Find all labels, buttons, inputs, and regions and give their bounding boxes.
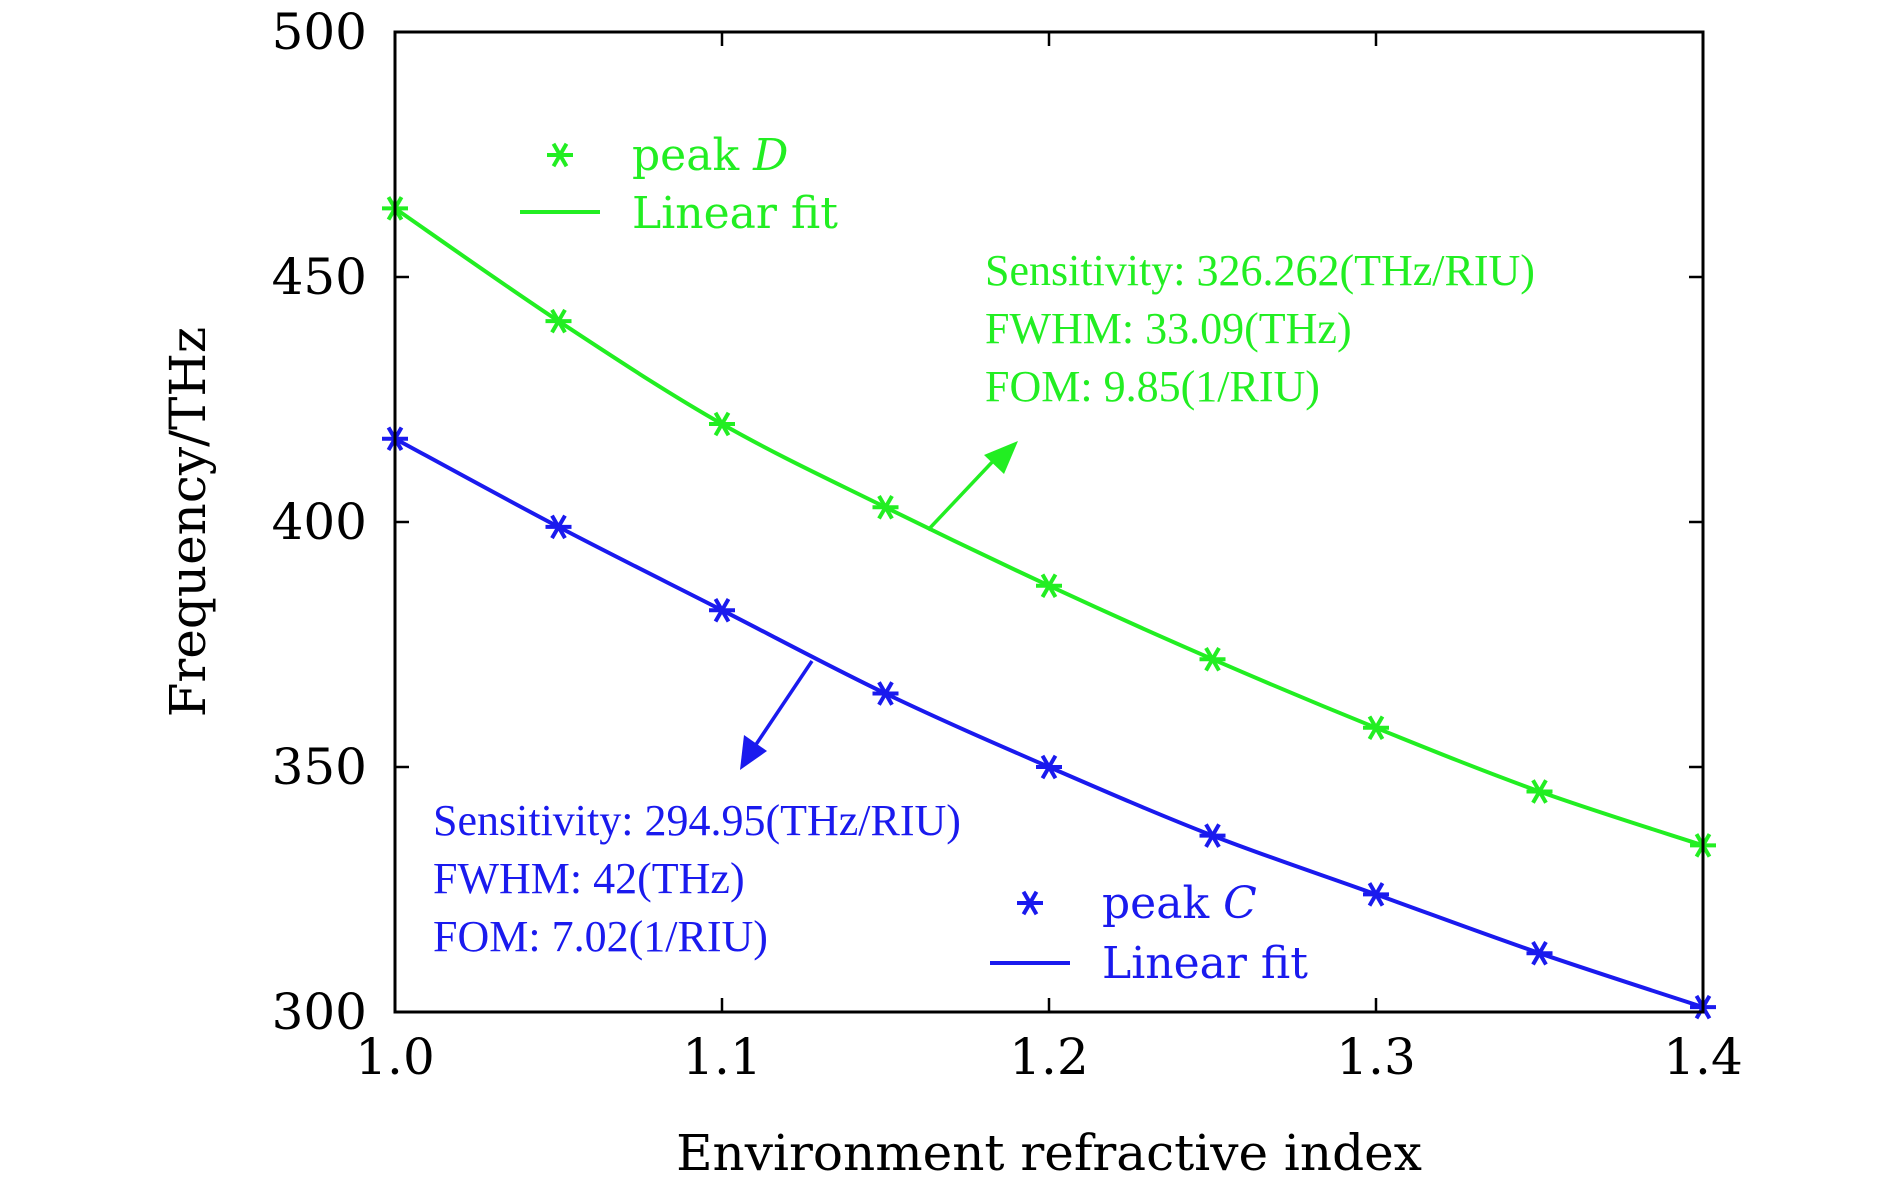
data-point-peak-c-2 xyxy=(709,597,735,623)
annotation-d-fwhm: FWHM: 33.09(THz) xyxy=(985,304,1352,353)
data-point-peak-c-4 xyxy=(1036,754,1062,780)
legend-asterisk-peak-c xyxy=(1017,890,1043,916)
y-tick-label: 450 xyxy=(272,248,367,306)
annotation-c-arrow xyxy=(753,660,814,747)
annotation-c-arrowhead xyxy=(740,735,767,770)
y-tick-label: 350 xyxy=(272,738,367,796)
annotation-c-sensitivity: Sensitivity: 294.95(THz/RIU) xyxy=(433,796,961,845)
data-point-peak-d-2 xyxy=(709,411,735,437)
x-tick-label: 1.1 xyxy=(682,1028,762,1086)
annotation-d-arrow xyxy=(926,456,998,532)
axis-ticks: 1.0 1.1 1.2 1.3 1.4 300 350 400 450 500 xyxy=(272,3,1743,1086)
legend-peak-d: peak D Linear fit xyxy=(520,130,838,239)
legend-marker-peak-c xyxy=(1017,890,1043,916)
data-point-peak-c-3 xyxy=(872,681,899,706)
y-tick-label: 500 xyxy=(272,3,367,61)
data-point-peak-d-7 xyxy=(1526,779,1553,804)
x-tick-label: 1.4 xyxy=(1663,1028,1743,1086)
annotation-d-arrowhead xyxy=(984,441,1018,474)
x-tick-label: 1.0 xyxy=(355,1028,435,1086)
data-point-peak-c-1 xyxy=(545,514,572,540)
annotation-c-fwhm: FWHM: 42(THz) xyxy=(433,854,745,903)
legend-label-peak-c: peak C xyxy=(1102,878,1257,929)
annotation-d-fom: FOM: 9.85(1/RIU) xyxy=(985,362,1320,411)
annotation-peak-d: Sensitivity: 326.262(THz/RIU) FWHM: 33.0… xyxy=(926,246,1535,532)
data-point-peak-d-5 xyxy=(1199,646,1226,672)
annotation-c-fom: FOM: 7.02(1/RIU) xyxy=(433,912,768,961)
annotation-d-sensitivity: Sensitivity: 326.262(THz/RIU) xyxy=(985,246,1535,295)
legend-asterisk-peak-d xyxy=(547,142,573,168)
x-tick-label: 1.3 xyxy=(1336,1028,1416,1086)
y-tick-label: 300 xyxy=(272,983,367,1041)
data-point-peak-d-4 xyxy=(1036,573,1062,598)
data-markers xyxy=(382,196,1716,1020)
y-axis-title: Frequency/THz xyxy=(159,327,217,718)
legend-fit-label-peak-c: Linear fit xyxy=(1102,938,1308,989)
x-axis-title: Environment refractive index xyxy=(676,1124,1422,1182)
y-tick-label: 400 xyxy=(272,493,367,551)
x-tick-label: 1.2 xyxy=(1009,1028,1089,1086)
data-point-peak-d-6 xyxy=(1363,715,1389,741)
data-point-peak-c-6 xyxy=(1363,882,1389,907)
data-point-peak-d-1 xyxy=(545,308,572,334)
legend-label-peak-d: peak D xyxy=(632,130,788,181)
annotation-peak-c: Sensitivity: 294.95(THz/RIU) FWHM: 42(TH… xyxy=(433,660,961,961)
legend-marker-peak-d xyxy=(547,142,573,168)
data-point-peak-d-3 xyxy=(872,495,899,520)
data-point-peak-c-7 xyxy=(1526,940,1553,966)
data-point-peak-c-5 xyxy=(1199,823,1226,848)
legend-fit-label-peak-d: Linear fit xyxy=(632,188,838,239)
legend-peak-c: peak C Linear fit xyxy=(990,878,1308,989)
